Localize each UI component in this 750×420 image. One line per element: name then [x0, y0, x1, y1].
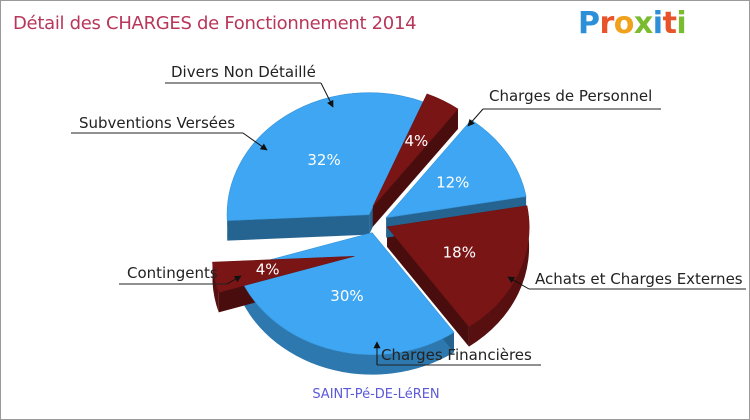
slice-percent-label: 32%: [307, 151, 340, 169]
callout-arrow: [320, 82, 334, 108]
chart-caption: SAINT-Pé-DE-LéREN: [312, 387, 440, 402]
pie-slice-edge: [372, 109, 458, 227]
callout-label: Subventions Versées: [79, 114, 235, 132]
callout-label: Achats et Charges Externes: [535, 270, 743, 288]
logo-letter: t: [662, 6, 677, 41]
logo-letter: o: [613, 6, 635, 41]
callout-arrow: [507, 276, 530, 290]
logo-letter: i: [652, 6, 663, 41]
logo-letter: r: [599, 6, 615, 41]
slice-percent-label: 30%: [330, 287, 363, 305]
proxiti-logo[interactable]: Proxiti: [578, 6, 687, 41]
slice-percent-label: 12%: [436, 173, 469, 191]
slice-percent-label: 4%: [256, 260, 280, 278]
slice-percent-label: 4%: [404, 132, 428, 150]
slice-percent-label: 18%: [443, 243, 476, 261]
callout-arrow: [242, 132, 268, 151]
pie-slice-divers-non-d-taill[interactable]: [385, 119, 527, 219]
callout-label: Divers Non Détaillé: [171, 63, 316, 81]
logo-letter: P: [578, 6, 600, 41]
callout-arrow: [467, 108, 484, 127]
pie-slice-contingents[interactable]: [226, 92, 424, 221]
pie-slice-side: [236, 268, 454, 375]
logo-letter: x: [633, 6, 653, 41]
pie-slice-side: [212, 262, 219, 313]
logo-letter: i: [676, 6, 687, 41]
chart-title: Détail des CHARGES de Fonctionnement 201…: [13, 13, 417, 34]
pie-slice-edge: [387, 226, 469, 347]
callout-label: Charges Financières: [381, 346, 532, 364]
pie-slice-edge: [227, 214, 370, 241]
pie-slice-subventions-vers-es[interactable]: [372, 93, 459, 207]
callout-label: Contingents: [127, 264, 218, 282]
callout-arrow: [226, 275, 242, 285]
callout-label: Charges de Personnel: [489, 87, 652, 105]
pie-slice-charges-financi-res[interactable]: [212, 255, 355, 293]
pie-slice-charges-de-personnel[interactable]: [386, 205, 530, 327]
